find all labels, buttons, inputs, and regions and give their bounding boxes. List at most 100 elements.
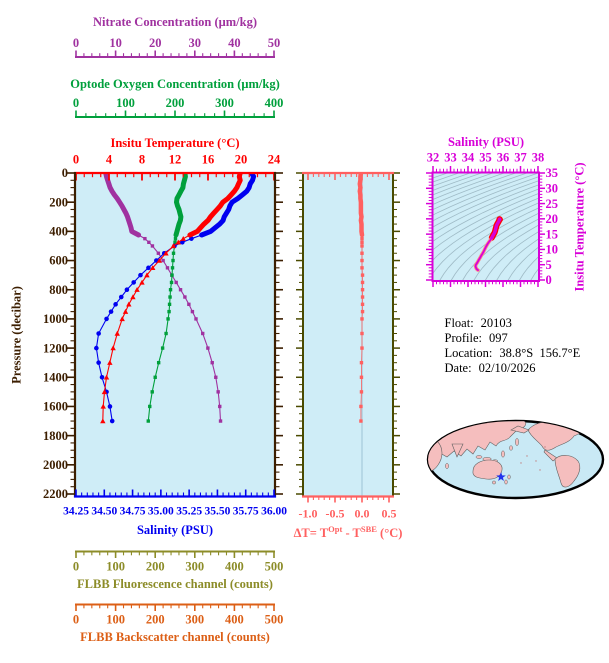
oxygen-curve [146, 173, 188, 423]
svg-text:34.25: 34.25 [63, 506, 89, 518]
svg-text:35: 35 [546, 166, 559, 180]
svg-text:35.25: 35.25 [176, 506, 202, 518]
nitrate-axis-title: Nitrate Concentration (μm/kg) [93, 15, 257, 29]
svg-text:0.0: 0.0 [355, 507, 370, 521]
svg-text:500: 500 [265, 613, 284, 627]
svg-text:20: 20 [149, 36, 162, 50]
svg-text:20: 20 [235, 153, 248, 167]
svg-text:-0.5: -0.5 [326, 507, 345, 521]
main-profile-curves [94, 173, 257, 424]
ts-salinity-axis-title: Salinity (PSU) [447, 135, 525, 149]
svg-text:1400: 1400 [43, 370, 68, 384]
delta-t-title-part3: (°C) [376, 525, 403, 540]
profile-number-line: Profile: 097 [432, 316, 508, 361]
svg-text:500: 500 [265, 560, 284, 574]
svg-text:100: 100 [116, 96, 135, 110]
location-label: Location: [444, 346, 493, 360]
svg-text:36.00: 36.00 [261, 506, 287, 518]
oxygen-axis: 0 100 200 300 400 [73, 96, 283, 118]
svg-text:1600: 1600 [43, 400, 68, 414]
delta-t-title-sup-sbe: SBE [360, 523, 377, 534]
ts-temperature-axis-title: Insitu Temperature (°C) [572, 162, 587, 292]
svg-text:0: 0 [73, 153, 79, 167]
svg-text:0.5: 0.5 [382, 507, 397, 521]
svg-text:800: 800 [49, 283, 68, 297]
svg-text:24: 24 [268, 153, 281, 167]
svg-text:34.75: 34.75 [120, 506, 146, 518]
nitrate-axis: 0 10 20 30 40 50 [73, 36, 281, 58]
svg-text:2000: 2000 [43, 458, 68, 472]
svg-text:35.00: 35.00 [148, 506, 174, 518]
axes: 0 4 8 12 16 20 2402004006008001000120014001600… [43, 36, 558, 627]
location-line: Location: 38.8°S 156.7°E [432, 331, 581, 376]
svg-text:4: 4 [106, 153, 113, 167]
ts-curve [473, 216, 503, 272]
date-line: Date: 02/10/2026 [432, 346, 536, 391]
svg-text:400: 400 [49, 225, 68, 239]
svg-text:400: 400 [225, 560, 244, 574]
svg-text:0: 0 [73, 36, 79, 50]
nitrate-curve [103, 173, 223, 423]
temperature-curve [100, 173, 243, 424]
location-value: 38.8°S 156.7°E [499, 346, 581, 360]
svg-text:35.50: 35.50 [204, 506, 230, 518]
delta-t-axis-title: ΔT= TOpt - TSBE (°C) [278, 524, 418, 541]
svg-text:40: 40 [228, 36, 241, 50]
svg-text:200: 200 [146, 613, 165, 627]
delta-t-curve [357, 173, 365, 423]
temperature-axis-title: Insitu Temperature (°C) [110, 135, 240, 150]
isopycnal-contours [433, 173, 539, 281]
date-label: Date: [444, 361, 472, 375]
svg-text:25: 25 [546, 197, 559, 211]
svg-text:200: 200 [146, 560, 165, 574]
svg-text:2200: 2200 [43, 487, 68, 501]
float-id-line: Float: 20103 [432, 301, 512, 346]
svg-text:1800: 1800 [43, 429, 68, 443]
profile-number-label: Profile: [444, 331, 483, 345]
svg-text:1200: 1200 [43, 341, 68, 355]
profile-number-value: 097 [489, 331, 508, 345]
svg-text:36: 36 [497, 151, 510, 165]
svg-text:38: 38 [532, 151, 545, 165]
svg-text:15: 15 [546, 227, 559, 241]
date-value: 02/10/2026 [478, 361, 536, 375]
svg-text:300: 300 [185, 613, 204, 627]
svg-text:35.75: 35.75 [233, 506, 259, 518]
svg-text:50: 50 [268, 36, 281, 50]
svg-text:300: 300 [215, 96, 234, 110]
delta-t-title-part1: ΔT= T [293, 525, 329, 540]
svg-text:0: 0 [73, 613, 79, 627]
svg-text:30: 30 [546, 181, 559, 195]
svg-text:30: 30 [189, 36, 202, 50]
svg-text:10: 10 [546, 243, 559, 257]
svg-text:600: 600 [49, 254, 68, 268]
svg-text:200: 200 [49, 195, 68, 209]
svg-text:33: 33 [444, 151, 457, 165]
svg-text:-1.0: -1.0 [299, 507, 318, 521]
svg-text:0: 0 [73, 96, 79, 110]
svg-text:100: 100 [106, 613, 125, 627]
svg-text:300: 300 [185, 560, 204, 574]
backscatter-axis-title: FLBB Backscatter channel (counts) [80, 629, 270, 644]
map-landmasses [428, 421, 597, 488]
svg-text:16: 16 [202, 153, 215, 167]
pressure-axis-title: Pressure (decibar) [9, 286, 24, 384]
svg-text:0: 0 [62, 166, 68, 180]
svg-text:100: 100 [106, 560, 125, 574]
oxygen-axis-title: Optode Oxygen Concentration (μm/kg) [70, 77, 280, 91]
svg-text:34.50: 34.50 [91, 506, 117, 518]
svg-text:0: 0 [546, 273, 552, 287]
svg-text:34: 34 [462, 151, 475, 165]
delta-t-panel-axes: -1.0 -0.5 0.0 0.5 [296, 171, 400, 521]
pressure-axis: 0 200 400 600 800 1000 1200 1400 1600 1800 2000 220… [43, 166, 283, 501]
svg-text:12: 12 [169, 153, 182, 167]
svg-text:5: 5 [546, 258, 552, 272]
svg-text:10: 10 [109, 36, 122, 50]
float-location-star [496, 472, 506, 481]
svg-text:1000: 1000 [43, 312, 68, 326]
plot-backgrounds [75, 173, 539, 497]
world-map [426, 419, 605, 500]
